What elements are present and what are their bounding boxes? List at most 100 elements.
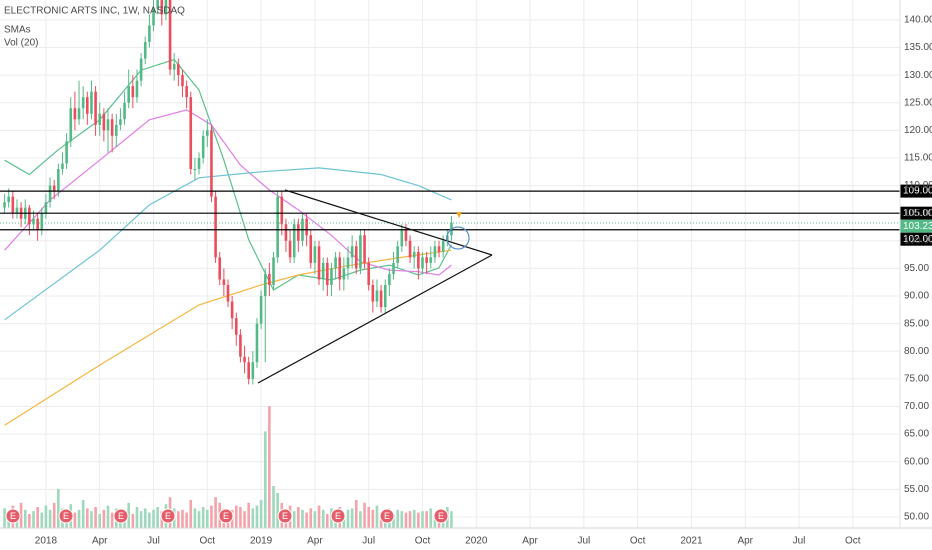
earnings-label: E — [335, 511, 341, 521]
candle-body — [119, 119, 122, 125]
volume-bar — [152, 509, 155, 528]
indicator-label: SMAs — [4, 25, 31, 36]
indicator-label: Vol (20) — [4, 38, 38, 49]
y-tick-label: 60.00 — [904, 456, 929, 467]
candle-body — [234, 318, 238, 335]
signal-marker — [456, 212, 462, 218]
price-label-box — [900, 206, 932, 220]
candle-body — [396, 246, 399, 263]
trend-line — [257, 254, 493, 384]
y-tick-label: 95.00 — [904, 263, 929, 274]
y-tick-label: 70.00 — [904, 401, 929, 412]
price-label-box — [900, 232, 932, 246]
candle-body — [243, 356, 246, 363]
candle-body — [268, 273, 271, 285]
candle-body — [404, 229, 408, 241]
volume-bar — [396, 509, 399, 528]
x-tick-label: Oct — [845, 536, 861, 547]
volume-bar — [234, 505, 238, 528]
volume-bar — [276, 493, 279, 528]
candle-body — [90, 91, 93, 114]
x-tick-label: Oct — [630, 536, 646, 547]
volume-bar — [255, 505, 259, 528]
earnings-icon — [58, 508, 74, 524]
candle-body — [226, 284, 230, 302]
candle-body — [3, 202, 6, 208]
volume-bar — [425, 511, 428, 528]
earnings-icon — [5, 508, 21, 524]
earnings-label: E — [384, 511, 390, 521]
y-tick-label: 50.00 — [904, 512, 929, 523]
candle-body — [106, 119, 110, 131]
x-tick-label: Jul — [362, 536, 375, 547]
volume-bar — [412, 509, 416, 528]
candle-body — [11, 196, 15, 214]
candle-body — [379, 290, 383, 308]
earnings-icon — [379, 508, 395, 524]
x-tick-label: 2021 — [680, 536, 703, 547]
candle-body — [193, 169, 197, 171]
volume-bar — [350, 508, 354, 528]
candle-body — [334, 257, 337, 269]
candle-body — [36, 218, 39, 230]
candle-body — [346, 257, 350, 269]
candle-body — [251, 362, 255, 379]
candle-body — [210, 130, 213, 197]
volume-bar — [309, 508, 313, 528]
volume-bar — [86, 508, 89, 528]
candle-body — [135, 80, 139, 98]
volume-bar — [297, 507, 300, 528]
x-tick-label: Jul — [793, 536, 806, 547]
volume-bar — [251, 508, 255, 528]
candle-body — [421, 257, 424, 269]
candle-body — [181, 75, 184, 87]
sma-line — [4, 58, 452, 291]
candle-body — [354, 246, 358, 269]
volume-bar — [106, 505, 110, 528]
candle-body — [305, 218, 308, 236]
earnings-label: E — [282, 511, 288, 521]
y-tick-label: 80.00 — [904, 346, 929, 357]
volume-bar — [44, 505, 48, 528]
volume-bar — [263, 431, 267, 528]
y-tick-label: 130.00 — [904, 70, 932, 81]
candle-body — [40, 213, 44, 230]
candle-body — [206, 130, 209, 136]
volume-bar — [214, 497, 217, 528]
sma-line — [4, 167, 452, 321]
candle-body — [52, 185, 56, 192]
candle-body — [28, 207, 31, 225]
volume-bar — [210, 505, 213, 528]
candle-body — [417, 251, 420, 269]
y-tick-label: 85.00 — [904, 318, 929, 329]
candle-body — [259, 296, 263, 324]
volume-bar — [156, 507, 159, 528]
price-label-box — [900, 219, 932, 233]
earnings-icon — [218, 508, 234, 524]
candle-body — [32, 218, 35, 225]
candle-body — [321, 262, 325, 280]
candle-body — [433, 246, 437, 258]
earnings-icon — [330, 508, 346, 524]
x-tick-label: Apr — [307, 536, 323, 547]
x-tick-label: Apr — [522, 536, 538, 547]
candle-body — [309, 235, 313, 263]
volume-bar — [408, 511, 412, 528]
earnings-icon — [433, 508, 449, 524]
volume-bar — [201, 507, 205, 528]
volume-bar — [98, 514, 102, 528]
candle-body — [102, 113, 106, 131]
earnings-icon — [277, 508, 293, 524]
candle-body — [44, 202, 48, 214]
candle-body — [371, 284, 375, 302]
volume-bar — [417, 512, 420, 528]
volume-bar — [197, 511, 201, 528]
volume-bar — [392, 514, 395, 528]
volume-bar — [143, 508, 147, 528]
volume-bar — [433, 514, 437, 528]
drawings — [257, 189, 493, 384]
candle-body — [57, 169, 60, 192]
volume-bar — [321, 509, 325, 528]
volume-bar — [363, 502, 366, 528]
y-tick-label: 140.00 — [904, 15, 932, 26]
